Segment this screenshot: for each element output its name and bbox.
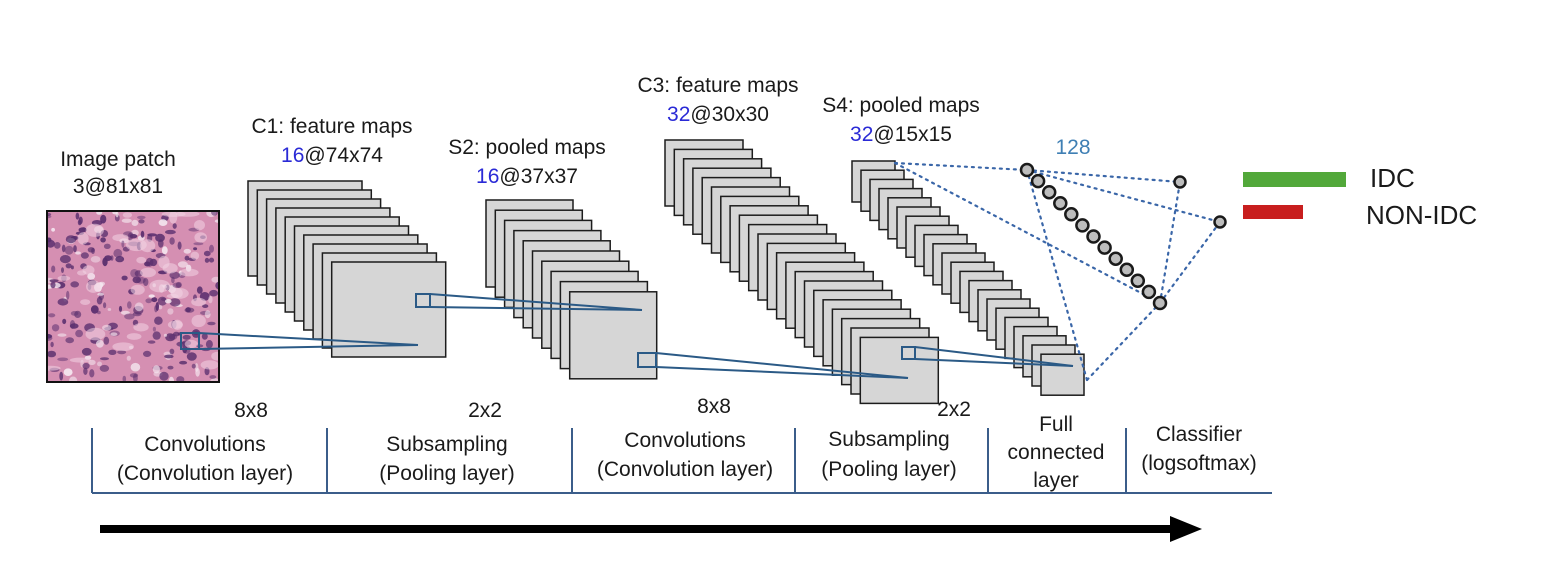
fc-dot-line [1085,301,1162,382]
tissue-texture [47,211,219,382]
flow-arrow [100,516,1202,542]
fc-neuron [1097,240,1112,255]
s2-receptive-field [415,293,431,308]
idc-legend-label: IDC [1370,163,1415,193]
c3-receptive-field [637,352,657,368]
output-neuron-idc [1173,175,1187,189]
c1-count: 16 [281,144,304,167]
s2-size: @37x37 [499,165,578,188]
s2-kernel-size: 2x2 [468,399,502,422]
fc-dot-line [1025,168,1089,382]
fc-neuron [1130,273,1146,289]
non-idc-legend-swatch [1243,205,1303,219]
c1-link-bottom [198,344,419,350]
fc-neuron [1141,284,1157,300]
s4-receptive-field [901,346,916,360]
c3-link-bottom [655,366,909,379]
image-patch [46,210,220,383]
fc-dotted-connections [893,161,1222,382]
fc-neuron [1119,262,1135,278]
s2-title: S2: pooled maps [448,136,606,159]
stage-3-line-1: Convolutions [624,429,745,452]
stage-6-line-1: Classifier [1156,423,1242,446]
s2-shape: 16@37x37 [476,165,578,188]
fc-neuron [1053,196,1068,211]
s4-shape: 32@15x15 [850,123,952,146]
stage-5-line-1: Full [1039,413,1073,436]
fc-dot-line [1025,168,1182,184]
fc-neuron [1041,184,1057,200]
stage-2-line-2: (Pooling layer) [379,462,514,485]
receptive-field-links [180,293,1074,379]
fc-unit-count: 128 [1055,136,1090,159]
stage-6-line-2: (logsoftmax) [1141,452,1257,475]
fc-neuron [1086,229,1101,244]
fc-dot-line [1158,180,1182,305]
stage-5-line-3: layer [1033,469,1079,492]
fc-neuron [1064,207,1079,222]
s4-link-bottom [914,358,1074,367]
fc-neuron [1019,162,1035,178]
c3-shape: 32@30x30 [667,103,769,126]
idc-legend-swatch [1243,172,1346,187]
fc-neuron [1075,218,1090,233]
c3-link-top [655,352,909,379]
fc-neuron [1152,295,1168,311]
s2-link-top [429,293,643,311]
s2-link-bottom [429,306,643,311]
c1-feature-map-stack [247,180,447,358]
s4-size: @15x15 [873,123,952,146]
c1-receptive-field [180,332,200,350]
non-idc-legend-label: NON-IDC [1366,200,1477,230]
stage-1-line-1: Convolutions [144,433,265,456]
stage-2-line-1: Subsampling [386,433,507,456]
s4-title: S4: pooled maps [822,94,980,117]
fc-neuron [1030,173,1046,189]
c3-kernel-size: 8x8 [697,395,731,418]
input-title: Image patch [60,148,176,171]
c3-feature-map-stack [664,139,940,405]
s4-pooled-map [1040,353,1085,396]
fc-dot-line [1025,168,1222,224]
stage-4-line-1: Subsampling [828,428,949,451]
c3-size: @30x30 [690,103,769,126]
stage-1-line-2: (Convolution layer) [117,462,293,485]
s4-count: 32 [850,123,873,146]
input-shape: 3@81x81 [73,175,163,198]
stage-4-line-2: (Pooling layer) [821,458,956,481]
fc-neuron-column [1019,162,1168,311]
stage-5-line-2: connected [1008,441,1105,464]
c1-title: C1: feature maps [251,115,412,138]
fc-neuron [1108,251,1123,266]
output-neuron-non-idc [1213,215,1227,229]
fc-dot-line [1158,220,1222,305]
s4-pooled-map-stack [851,160,1085,396]
s2-pooled-map-stack [485,199,658,380]
arrow-head-icon [1170,516,1202,542]
s4-kernel-size: 2x2 [937,398,971,421]
c3-feature-map [859,336,940,405]
c3-title: C3: feature maps [637,74,798,97]
c3-count: 32 [667,103,690,126]
c1-shape: 16@74x74 [281,144,383,167]
c1-kernel-size: 8x8 [234,399,268,422]
c1-size: @74x74 [304,144,383,167]
s4-link-top [914,346,1074,367]
fc-dot-line [893,161,1029,172]
stage-dividers [91,428,1272,494]
s2-count: 16 [476,165,499,188]
c1-link-top [198,332,419,346]
class-legend: IDC NON-IDC [1243,163,1477,230]
fc-dot-line [893,161,1162,305]
stage-3-line-2: (Convolution layer) [597,458,773,481]
